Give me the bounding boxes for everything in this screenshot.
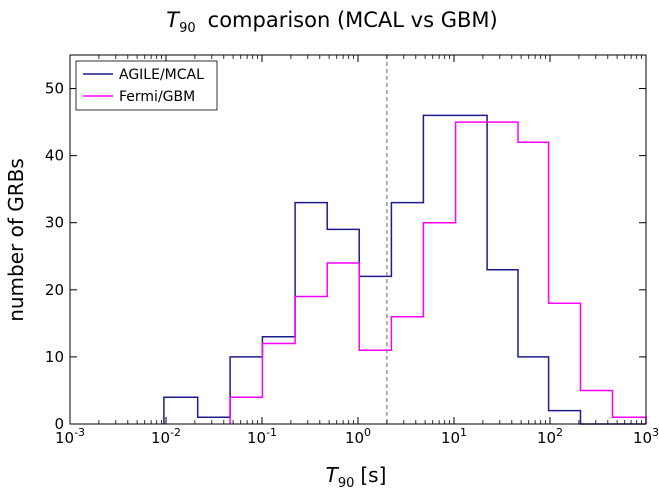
title-symbol: T bbox=[166, 8, 181, 32]
x-tick-label: 10-1 bbox=[247, 426, 277, 447]
title-text: comparison (MCAL vs GBM) bbox=[208, 8, 498, 32]
y-tick-label: 30 bbox=[45, 214, 64, 232]
legend-label-fermi: Fermi/GBM bbox=[119, 89, 195, 105]
series-line-agile-mcal bbox=[163, 114, 646, 425]
legend-label-agile: AGILE/MCAL bbox=[119, 67, 204, 83]
plot-frame bbox=[69, 54, 647, 425]
series-layer bbox=[163, 114, 647, 425]
x-tick-label: 102 bbox=[537, 426, 563, 447]
title-subscript: 90 bbox=[179, 21, 196, 36]
xlabel-unit: [s] bbox=[360, 463, 386, 487]
chart-title: T90 comparison (MCAL vs GBM) bbox=[166, 8, 497, 36]
x-tick-label: 10-3 bbox=[55, 426, 85, 447]
x-tick-label: 10-2 bbox=[151, 426, 181, 447]
x-tick-label: 101 bbox=[441, 426, 467, 447]
xlabel-subscript: 90 bbox=[338, 476, 355, 491]
x-tick-label: 100 bbox=[345, 426, 371, 447]
y-tick-label: 20 bbox=[45, 281, 64, 299]
ticks-layer: 0 10 20 30 40 50 10-3 10-2 10-1 100 101 102 103 bbox=[45, 55, 659, 447]
y-tick-label: 40 bbox=[45, 147, 64, 165]
series-line-fermi-gbm bbox=[229, 121, 647, 424]
y-tick-label: 50 bbox=[45, 80, 64, 98]
xlabel-symbol: T bbox=[326, 463, 340, 487]
y-tick-label: 0 bbox=[54, 415, 64, 433]
y-axis-label: number of GRBs bbox=[4, 158, 28, 322]
x-axis-label: T90 [s] bbox=[326, 463, 387, 491]
x-tick-label: 103 bbox=[633, 426, 659, 447]
legend-box bbox=[75, 60, 218, 111]
legend: AGILE/MCAL Fermi/GBM bbox=[75, 60, 218, 111]
y-tick-label: 10 bbox=[45, 348, 64, 366]
